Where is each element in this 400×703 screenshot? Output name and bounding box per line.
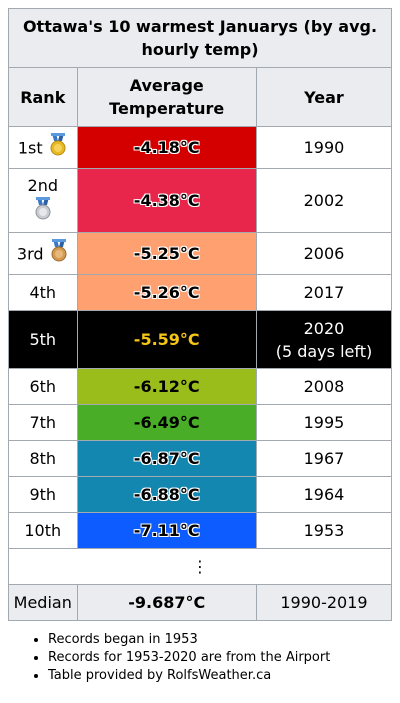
table-caption: Ottawa's 10 warmest Januarys (by avg. ho…	[8, 8, 392, 68]
list-item: Records began in 1953	[48, 631, 392, 649]
table-row-current: 5th -5.59°C 2020 (5 days left)	[8, 310, 393, 369]
bronze-medal-icon	[49, 238, 69, 269]
table-row-median: Median -9.687°C 1990-2019	[8, 584, 393, 621]
median-temperature: -9.687°C	[76, 584, 257, 621]
rank-cell: 8th	[8, 440, 78, 477]
rank-cell: 5th	[8, 310, 78, 369]
rank-label: 1st	[17, 138, 43, 157]
gold-medal-icon	[48, 132, 68, 163]
table-row: 1st -4.18°C 1990	[8, 126, 393, 169]
table-row: 3rd -5.25°C 2006	[8, 232, 393, 275]
year-note: (5 days left)	[275, 341, 373, 361]
header-average-temperature: Average Temperature	[76, 67, 257, 127]
year-cell: 2002	[255, 168, 393, 233]
silver-medal-icon	[33, 197, 53, 227]
notes-list: Records began in 1953 Records for 1953-2…	[8, 631, 392, 685]
table-row: 6th -6.12°C 2008	[8, 368, 393, 405]
year-cell: 2006	[255, 232, 393, 275]
temperature-cell: -6.87°C	[76, 440, 257, 477]
temperature-cell: -5.59°C	[76, 310, 257, 369]
temperature-cell: -6.88°C	[76, 476, 257, 513]
table-row: 7th -6.49°C 1995	[8, 404, 393, 441]
records-container: Ottawa's 10 warmest Januarys (by avg. ho…	[8, 8, 393, 685]
rank-label: 2nd	[27, 176, 58, 195]
rank-cell: 6th	[8, 368, 78, 405]
year-cell: 1967	[255, 440, 393, 477]
header-rank: Rank	[8, 67, 78, 127]
ellipsis-cell: ⋮	[8, 548, 392, 585]
table-row: 8th -6.87°C 1967	[8, 440, 393, 477]
temperature-cell: -5.25°C	[76, 232, 257, 275]
rank-cell: 10th	[8, 512, 78, 549]
temperature-cell: -6.49°C	[76, 404, 257, 441]
year-cell: 2020 (5 days left)	[255, 310, 393, 369]
list-item: Records for 1953-2020 are from the Airpo…	[48, 649, 392, 667]
list-item: Table provided by RolfsWeather.ca	[48, 667, 392, 685]
rank-cell: 4th	[8, 274, 78, 311]
rank-cell: 2nd	[8, 168, 78, 233]
table-row: 2nd -4.38°C 2002	[8, 168, 393, 233]
temperature-cell: -5.26°C	[76, 274, 257, 311]
table-row: 9th -6.88°C 1964	[8, 476, 393, 513]
rank-cell: 7th	[8, 404, 78, 441]
temperature-cell: -4.18°C	[76, 126, 257, 169]
rank-cell: 1st	[8, 126, 78, 169]
rank-label: 3rd	[16, 244, 44, 263]
table-row: 4th -5.26°C 2017	[8, 274, 393, 311]
temperature-cell: -7.11°C	[76, 512, 257, 549]
year-value: 2020	[303, 318, 345, 338]
table-row: 10th -7.11°C 1953	[8, 512, 393, 549]
year-cell: 1964	[255, 476, 393, 513]
temperature-cell: -4.38°C	[76, 168, 257, 233]
year-cell: 1995	[255, 404, 393, 441]
year-cell: 2008	[255, 368, 393, 405]
median-label: Median	[8, 584, 78, 621]
rank-cell: 3rd	[8, 232, 78, 275]
rank-cell: 9th	[8, 476, 78, 513]
table-row-ellipsis: ⋮	[8, 548, 392, 585]
temperature-cell: -6.12°C	[76, 368, 257, 405]
year-cell: 2017	[255, 274, 393, 311]
year-cell: 1953	[255, 512, 393, 549]
warmest-januarys-table: Ottawa's 10 warmest Januarys (by avg. ho…	[8, 8, 393, 621]
year-cell: 1990	[255, 126, 393, 169]
median-years: 1990-2019	[255, 584, 393, 621]
header-year: Year	[255, 67, 393, 127]
